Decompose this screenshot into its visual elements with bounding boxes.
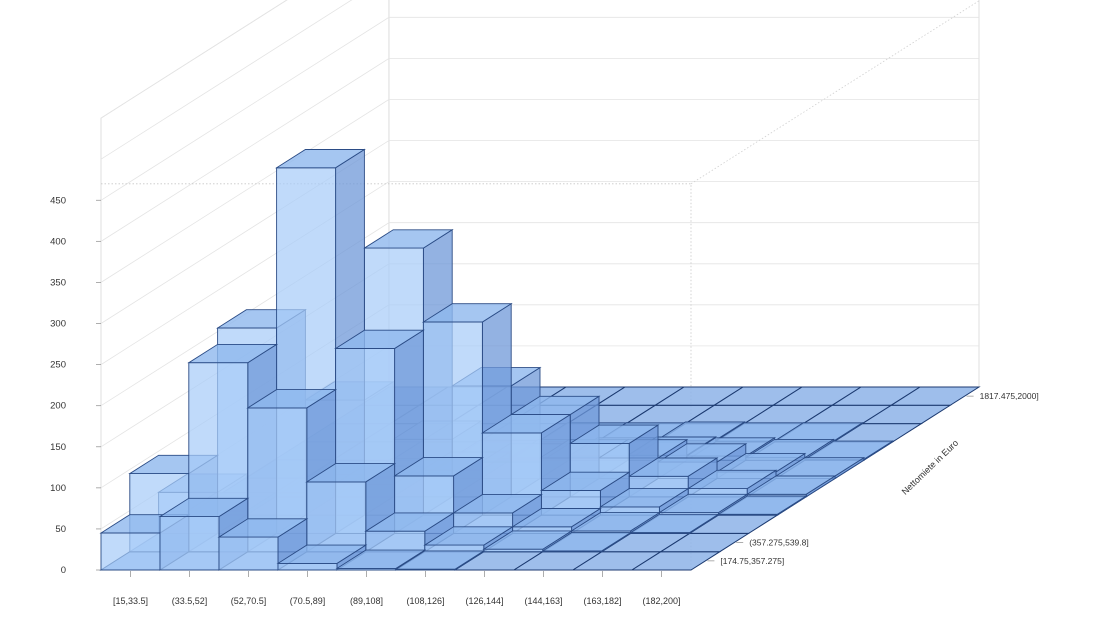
bar — [716, 495, 808, 516]
floor-cell — [889, 386, 981, 406]
bar — [511, 507, 602, 535]
bar — [276, 544, 368, 571]
x-tick-label: (163,182] — [583, 596, 621, 606]
z-gridline — [100, 0, 353, 160]
z-gridline — [100, 140, 979, 324]
z-gridline — [100, 99, 979, 283]
x-tick-label: (52,70.5] — [231, 596, 267, 606]
z-tick-label: 400 — [50, 236, 66, 247]
bar — [803, 440, 895, 462]
z-gridline — [100, 58, 979, 242]
bar — [394, 550, 486, 571]
x-tick-label: (182,200] — [642, 596, 680, 606]
y-axis-label: Nettomiete in Euro — [900, 438, 961, 497]
x-tick-label: (89,108] — [350, 596, 383, 606]
z-tick-label: 300 — [50, 319, 66, 330]
top-frame — [690, 0, 980, 185]
y-tick-label: 1817.475,2000] — [980, 391, 1039, 401]
z-tick-label: 200 — [50, 401, 66, 412]
z-tick-label: 250 — [50, 360, 66, 371]
z-tick-label: 50 — [55, 524, 66, 535]
z-gridline — [100, 222, 979, 407]
bar — [541, 531, 633, 553]
z-tick-label: 350 — [50, 277, 66, 288]
x-tick-label: (144,163] — [524, 596, 562, 606]
z-axis-tick-labels: 0 50 100 150 200 250 300 350 400 450 — [50, 195, 101, 576]
x-tick-label: [15,33.5] — [113, 596, 148, 606]
y-axis-tick-labels: [174.75,357.275] (357.275,539.8] 1817.475,… — [707, 391, 1039, 566]
x-axis-tick-labels: [15,33.5] (33.5,52] (52,70.5] (70.5,89] (89,… — [113, 571, 681, 606]
z-tick-label: 450 — [50, 195, 66, 206]
bars — [99, 148, 895, 571]
z-gridline — [100, 0, 288, 119]
z-tick-label: 150 — [50, 442, 66, 453]
bar — [217, 517, 309, 571]
x-tick-label: (108,126] — [406, 596, 444, 606]
z-gridline — [100, 16, 979, 201]
z-tick-label: 0 — [61, 565, 66, 576]
back-walls — [100, 0, 980, 571]
y-tick-label: [174.75,357.275] — [720, 556, 784, 566]
x-tick-label: (33.5,52] — [172, 596, 208, 606]
z-gridline — [100, 181, 979, 365]
z-tick-label: 100 — [50, 483, 66, 494]
x-tick-label: (126,144] — [465, 596, 503, 606]
x-tick-label: (70.5,89] — [290, 596, 326, 606]
bar — [629, 513, 720, 535]
y-tick-label: (357.275,539.8] — [749, 538, 809, 548]
bar — [305, 462, 397, 553]
